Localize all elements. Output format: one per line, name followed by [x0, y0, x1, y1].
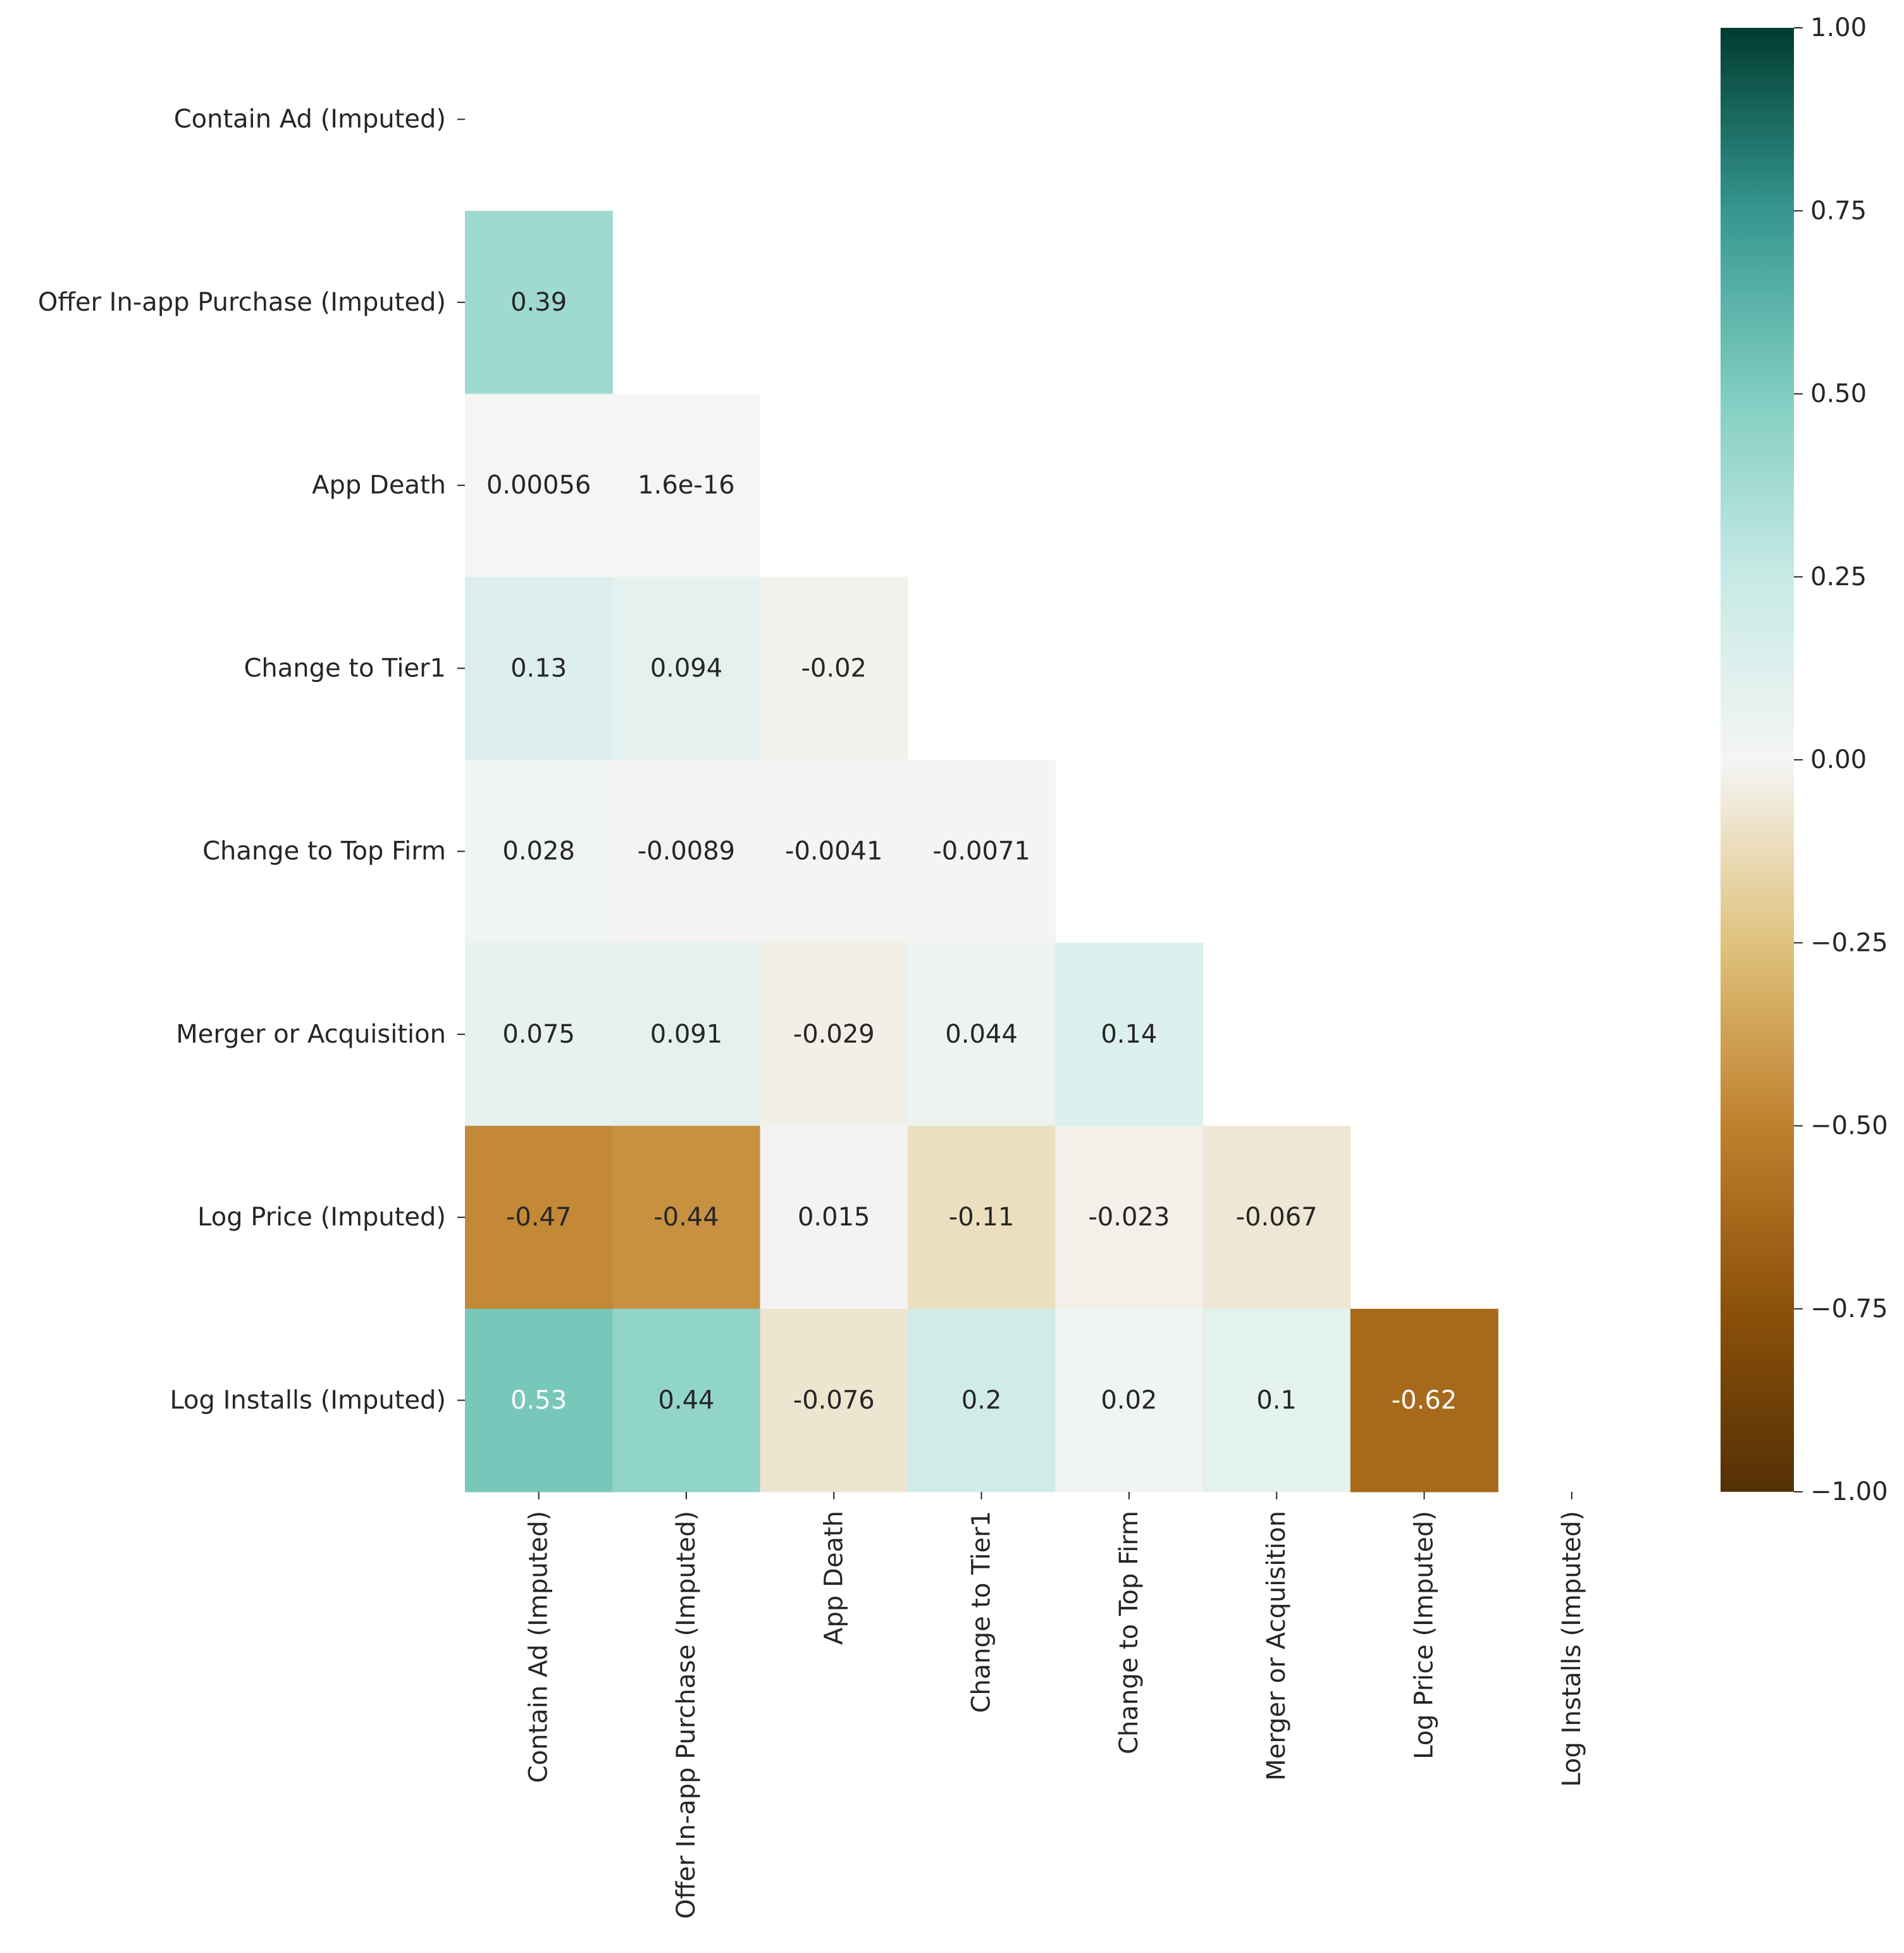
- x-tick-label: Log Installs (Imputed): [1557, 1511, 1586, 1787]
- y-tick-label: Change to Top Firm: [202, 837, 446, 866]
- colorbar-tick-label: −0.25: [1810, 928, 1888, 957]
- cell-value-label: -0.0071: [932, 837, 1030, 866]
- cell-value-label: -0.44: [653, 1203, 719, 1232]
- heatmap-cell: [465, 576, 613, 760]
- heatmap-cell: [465, 760, 613, 943]
- heatmap-cell: [760, 760, 908, 943]
- y-tick-label: Contain Ad (Imputed): [174, 105, 446, 134]
- heatmap-cell: [1202, 1308, 1351, 1492]
- heatmap-cell: [907, 1308, 1056, 1492]
- cell-value-label: -0.067: [1236, 1203, 1318, 1232]
- heatmap-cell: [465, 943, 613, 1127]
- cell-value-label: 0.044: [945, 1020, 1018, 1049]
- x-tick-label: Change to Tier1: [967, 1511, 996, 1713]
- heatmap-cell: [760, 576, 908, 760]
- cell-value-label: 0.094: [650, 654, 723, 683]
- heatmap-cell: [465, 211, 613, 395]
- heatmap-cell: [760, 1308, 908, 1492]
- cell-value-label: -0.076: [793, 1386, 875, 1415]
- heatmap-cell: [612, 576, 761, 760]
- heatmap-cell: [612, 943, 761, 1127]
- heatmap-cell: [465, 394, 613, 578]
- cell-value-label: 0.1: [1256, 1386, 1297, 1415]
- y-tick-label: Log Price (Imputed): [197, 1203, 446, 1232]
- y-axis-tick-labels: Contain Ad (Imputed) Offer In-app Purchas…: [38, 105, 465, 1415]
- cell-value-label: -0.029: [793, 1020, 875, 1049]
- cell-value-label: -0.62: [1392, 1386, 1457, 1415]
- colorbar-tick-label: −1.00: [1810, 1477, 1888, 1506]
- y-tick-label: Offer In-app Purchase (Imputed): [38, 288, 446, 317]
- heatmap-cell: [465, 1125, 613, 1310]
- cell-value-label: 0.39: [510, 288, 567, 317]
- heatmap-cells: [465, 211, 1499, 1492]
- heatmap-cell: [612, 1308, 761, 1492]
- cell-value-label: 0.13: [510, 654, 567, 683]
- cell-value-label: 0.44: [658, 1386, 714, 1415]
- colorbar-tick-label: 0.75: [1810, 196, 1867, 225]
- colorbar-tick-label: −0.75: [1810, 1294, 1888, 1324]
- cell-value-label: -0.023: [1088, 1203, 1170, 1232]
- heatmap-cell: [1350, 1308, 1499, 1492]
- heatmap-cell: [907, 943, 1056, 1127]
- cell-value-label: -0.02: [801, 654, 867, 683]
- cell-value-label: 0.00056: [486, 471, 591, 500]
- x-tick-label: Contain Ad (Imputed): [524, 1511, 553, 1783]
- heatmap-cell: [760, 943, 908, 1127]
- cell-value-label: 1.6e-16: [638, 471, 735, 500]
- cell-value-label: 0.015: [798, 1203, 870, 1232]
- colorbar-tick-label: 1.00: [1810, 13, 1867, 42]
- cell-value-label: 0.2: [961, 1386, 1002, 1415]
- y-tick-label: Change to Tier1: [244, 654, 446, 683]
- x-tick-label: Log Price (Imputed): [1409, 1511, 1438, 1759]
- colorbar: 1.00 0.75 0.50 0.25 0.00 −0.25 −0.50 −0.75 −1.00: [1721, 13, 1888, 1506]
- heatmap-cell: [1055, 1125, 1204, 1310]
- heatmap-cell: [907, 1125, 1056, 1310]
- cell-value-label: 0.02: [1101, 1386, 1157, 1415]
- x-tick-label: App Death: [819, 1511, 848, 1645]
- heatmap-cell-labels: 0.39 0.00056 1.6e-16 0.13 0.094 -0.02 0.028 -0.…: [486, 288, 1457, 1415]
- cell-value-label: 0.075: [502, 1020, 575, 1049]
- cell-value-label: -0.0089: [638, 837, 735, 866]
- cell-value-label: -0.11: [949, 1203, 1015, 1232]
- heatmap-cell: [907, 760, 1056, 943]
- heatmap-cell: [1202, 1125, 1351, 1310]
- x-tick-label: Change to Top Firm: [1115, 1511, 1144, 1754]
- cell-value-label: -0.47: [506, 1203, 572, 1232]
- heatmap-cell: [465, 1308, 613, 1492]
- heatmap-cell: [612, 1125, 761, 1310]
- heatmap-cell: [612, 394, 761, 578]
- colorbar-tick-label: 0.25: [1810, 562, 1867, 592]
- heatmap-cell: [612, 760, 761, 943]
- cell-value-label: 0.14: [1101, 1020, 1157, 1049]
- x-tick-label: Offer In-app Purchase (Imputed): [672, 1511, 701, 1919]
- colorbar-tick-label: 0.00: [1810, 745, 1867, 774]
- cell-value-label: -0.0041: [785, 837, 882, 866]
- colorbar-tick-label: 0.50: [1810, 380, 1867, 409]
- cell-value-label: 0.53: [510, 1386, 567, 1415]
- x-axis-tick-labels: Contain Ad (Imputed) Offer In-app Purchas…: [524, 1492, 1586, 1919]
- colorbar-gradient: [1721, 28, 1794, 1492]
- colorbar-tick-label: −0.50: [1810, 1112, 1888, 1141]
- y-tick-label: App Death: [312, 471, 446, 500]
- cell-value-label: 0.091: [650, 1020, 723, 1049]
- heatmap-cell: [1055, 1308, 1204, 1492]
- y-tick-label: Log Installs (Imputed): [170, 1386, 446, 1415]
- colorbar-ticks: 1.00 0.75 0.50 0.25 0.00 −0.25 −0.50 −0.75 −1.00: [1794, 13, 1888, 1506]
- heatmap-cell: [1055, 943, 1204, 1127]
- y-tick-label: Merger or Acquisition: [176, 1020, 446, 1049]
- cell-value-label: 0.028: [502, 837, 575, 866]
- x-tick-label: Merger or Acquisition: [1262, 1511, 1291, 1781]
- heatmap-cell: [760, 1125, 908, 1310]
